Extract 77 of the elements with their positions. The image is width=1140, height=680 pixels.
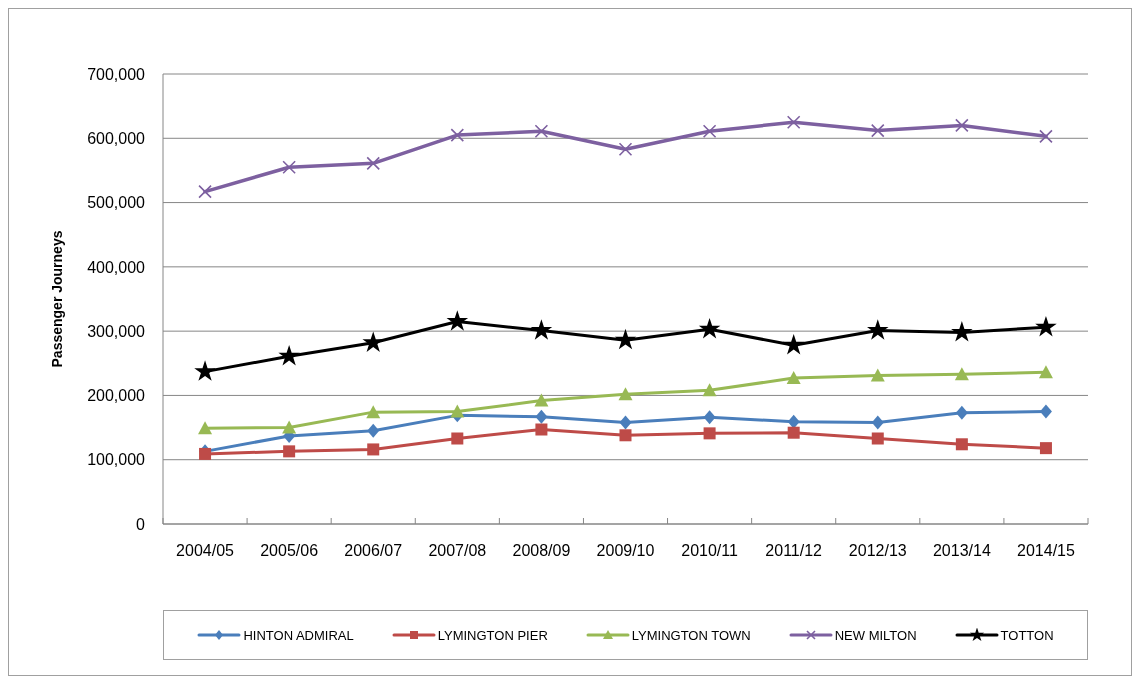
y-tick-label: 300,000 <box>87 322 146 340</box>
point <box>198 184 212 199</box>
point <box>535 409 548 424</box>
point <box>1038 365 1053 379</box>
y-tick-label: 0 <box>136 515 146 533</box>
x-tick-label: 2008/09 <box>512 542 571 559</box>
legend-label: NEW MILTON <box>834 627 917 643</box>
y-tick-label: 200,000 <box>87 387 146 405</box>
point <box>955 118 969 133</box>
point <box>787 414 800 429</box>
point <box>703 427 716 440</box>
legend-label: TOTTON <box>1000 627 1054 643</box>
point <box>278 344 300 366</box>
y-tick-label: 500,000 <box>87 194 146 212</box>
point <box>194 360 216 381</box>
point <box>618 142 633 157</box>
x-tick-label: 2005/06 <box>260 542 319 559</box>
point <box>535 423 548 436</box>
point <box>1035 315 1057 337</box>
legend-label: HINTON ADMIRAL <box>243 627 354 643</box>
point <box>366 156 381 171</box>
point <box>619 415 632 430</box>
point <box>198 421 213 435</box>
y-axis-title: Passenger Journeys <box>48 230 65 368</box>
point <box>283 445 296 458</box>
point <box>450 404 465 418</box>
point <box>702 124 717 139</box>
point <box>867 319 889 340</box>
point <box>451 432 464 445</box>
point <box>367 423 380 438</box>
point <box>362 331 384 352</box>
point <box>871 432 884 445</box>
point <box>618 387 633 401</box>
point <box>366 405 381 419</box>
point <box>282 160 296 175</box>
chart-frame: 2004/05 2005/06 2006/07 2007/08 2008/09 2009/10 2010/11 2011/12 2012/13 2013/14 2014/15 0 100,000 200,000 300,000 400,000 500,000 600,000 700,000 Passenger Journeys HINTON ADMIRAL LYMINGTON PIER LYMINGTON TOWN NEW MILTON TOTTON <box>8 8 1132 676</box>
point <box>614 328 637 350</box>
point <box>782 333 805 355</box>
y-tick-label: 600,000 <box>87 129 146 147</box>
point <box>951 321 973 342</box>
point <box>530 319 553 340</box>
y-tick-label: 700,000 <box>87 65 146 83</box>
point <box>1039 129 1053 144</box>
x-tick-label: 2009/10 <box>596 542 655 559</box>
point <box>787 426 800 439</box>
point <box>703 410 716 425</box>
point <box>534 124 549 139</box>
legend-label: LYMINGTON TOWN <box>631 627 751 643</box>
x-tick-label: 2006/07 <box>344 542 403 559</box>
point <box>871 415 884 430</box>
point <box>870 368 885 382</box>
point <box>534 393 549 407</box>
y-tick-label: 400,000 <box>87 258 146 276</box>
x-tick-label: 2011/12 <box>765 542 823 559</box>
x-tick-label: 2007/08 <box>428 542 487 559</box>
point <box>446 310 469 331</box>
point <box>870 123 885 138</box>
point <box>282 420 297 434</box>
x-tick-label: 2013/14 <box>932 542 991 559</box>
point <box>955 438 968 451</box>
x-tick-label: 2010/11 <box>681 542 739 559</box>
x-tick-label: 2014/15 <box>1017 542 1075 559</box>
legend-label: LYMINGTON PIER <box>437 627 548 643</box>
point <box>955 405 968 420</box>
point <box>786 115 801 130</box>
point <box>954 367 969 381</box>
point <box>619 429 632 442</box>
point <box>702 383 717 397</box>
point <box>786 371 801 385</box>
x-tick-label: 2004/05 <box>176 542 235 559</box>
x-tick-label: 2012/13 <box>848 542 907 559</box>
point <box>367 443 380 456</box>
y-tick-label: 100,000 <box>87 451 146 469</box>
point <box>698 317 721 339</box>
point <box>1039 404 1052 419</box>
point <box>450 128 465 142</box>
point <box>1039 442 1052 455</box>
